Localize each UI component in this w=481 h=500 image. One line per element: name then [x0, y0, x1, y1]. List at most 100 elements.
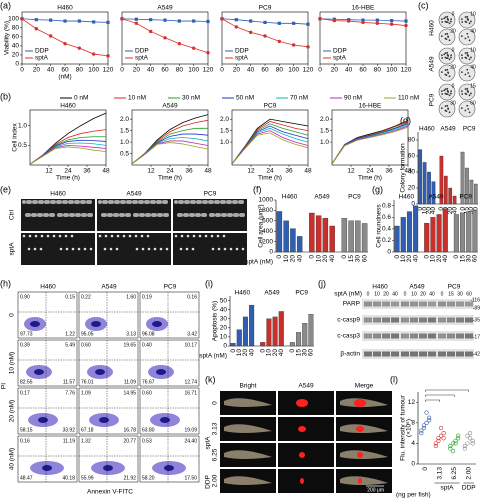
- cell: [113, 213, 117, 217]
- dose-label: 20: [450, 64, 456, 70]
- cell: [58, 234, 62, 238]
- tumour-signal: [354, 399, 366, 407]
- point: [465, 441, 470, 446]
- y-axis-unit: (×10⁶): [406, 419, 413, 437]
- point: [375, 18, 379, 22]
- x-tick-label: 40: [451, 207, 458, 215]
- point: [419, 431, 424, 436]
- colony: [450, 90, 453, 93]
- cell: [210, 234, 214, 238]
- fish-image: [278, 443, 334, 467]
- point: [177, 41, 182, 46]
- y-tick-label: 60: [408, 153, 416, 160]
- flow-plot: [78, 291, 139, 339]
- bar: [272, 316, 278, 347]
- colony: [447, 35, 449, 38]
- colony: [450, 92, 452, 95]
- cell: [204, 234, 208, 238]
- colony: [441, 21, 444, 23]
- cell: [220, 200, 224, 204]
- point: [424, 410, 429, 415]
- point: [424, 420, 429, 425]
- cell: [190, 200, 194, 204]
- column-label: Merge: [355, 383, 374, 390]
- point: [438, 425, 444, 431]
- x-tick-label: 30: [468, 207, 475, 215]
- group-label: A549: [440, 126, 456, 133]
- quadrant-value: 96.08: [142, 331, 155, 337]
- cell: [195, 213, 199, 217]
- bar: [322, 218, 329, 253]
- bar: [309, 212, 315, 253]
- x-tick-label: 60: [472, 255, 479, 263]
- quadrant-value: 0.60: [81, 342, 91, 348]
- bar: [329, 225, 335, 253]
- panel-label: (k): [205, 374, 216, 384]
- bar: [424, 222, 430, 253]
- quadrant-value: 1.22: [65, 331, 75, 337]
- quadrant-value: 97.73: [20, 331, 33, 337]
- bar: [290, 228, 296, 253]
- colony: [448, 39, 451, 42]
- dose-label: sptA (nM): [334, 291, 362, 298]
- cell: [150, 200, 154, 204]
- colony: [445, 38, 448, 41]
- y-tick-label: 40: [408, 169, 416, 176]
- bar: [283, 220, 289, 253]
- point: [177, 19, 181, 23]
- cell: [120, 200, 124, 204]
- cell: [56, 200, 60, 204]
- cell: [128, 234, 132, 238]
- row-label: sptA: [9, 242, 16, 256]
- point: [248, 30, 253, 35]
- quadrant-value: 0.16: [187, 294, 197, 300]
- point: [462, 446, 467, 451]
- group-label: A549: [428, 194, 444, 201]
- x-tick-label: 20: [133, 67, 141, 74]
- cell: [165, 247, 169, 251]
- x-tick-label: 12: [147, 168, 155, 175]
- x-tick-label: 20: [406, 255, 413, 263]
- colony: [446, 90, 449, 92]
- dose-label: 10: [374, 291, 380, 297]
- bar: [302, 323, 308, 347]
- row-label: Ctrl: [9, 209, 16, 220]
- x-tick-label: 120: [401, 67, 412, 74]
- x-axis-label: sptA (nM): [245, 259, 273, 266]
- point: [346, 19, 351, 23]
- colony: [467, 72, 470, 74]
- point: [389, 22, 394, 26]
- x-tick-label: 30: [301, 349, 308, 357]
- y-axis-label: Flu. intensity of tumour: [400, 394, 407, 461]
- x-tick-label: 20: [436, 255, 443, 263]
- cell: [198, 234, 202, 238]
- point: [404, 19, 408, 23]
- quadrant-value: 16.71: [184, 390, 197, 396]
- series-line: [231, 123, 309, 165]
- point: [92, 20, 96, 24]
- point: [149, 18, 153, 22]
- colony: [446, 93, 449, 95]
- chart-title: PC9: [259, 5, 272, 12]
- x-tick-label: 0: [220, 67, 224, 74]
- row-label: 6.25: [212, 448, 219, 461]
- x-tick-label: 20: [242, 349, 249, 357]
- plate: [438, 28, 456, 46]
- fish: [224, 450, 272, 459]
- cell: [221, 213, 225, 217]
- x-tick-label: 20: [290, 255, 297, 263]
- point: [192, 19, 196, 23]
- bar: [400, 217, 406, 253]
- colony: [465, 57, 468, 60]
- legend-label: 50 nM: [236, 95, 254, 102]
- flow-plot: [139, 339, 200, 387]
- point: [63, 41, 67, 46]
- cell: [163, 213, 167, 217]
- series-line: [131, 142, 209, 165]
- dose-label: 10: [411, 291, 417, 297]
- point: [448, 446, 453, 451]
- x-tick-label: 20: [426, 207, 433, 215]
- x-tick-label: 10: [283, 255, 290, 263]
- row-label: PC9: [429, 93, 436, 106]
- point: [49, 18, 53, 22]
